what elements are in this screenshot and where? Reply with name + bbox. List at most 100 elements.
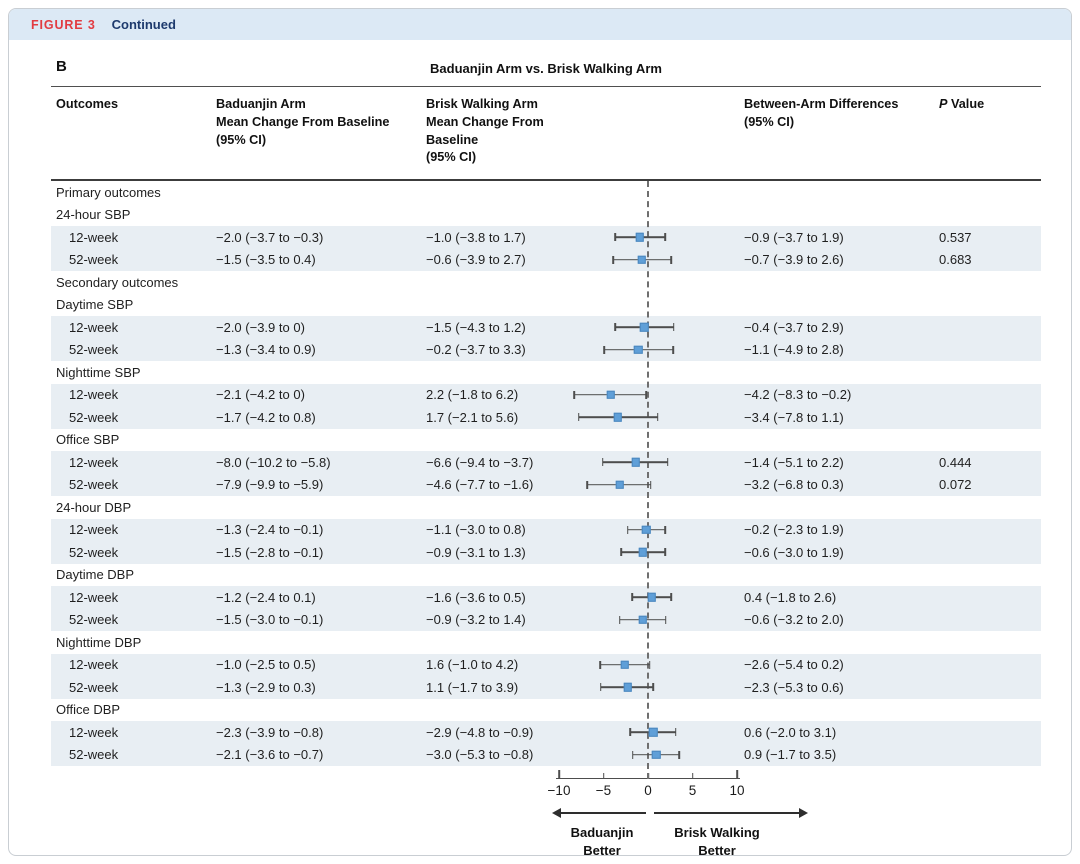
panel-title: Baduanjin Arm vs. Brisk Walking Arm [430,61,662,76]
ci-end-cap [603,345,606,354]
table-row: 12-week −1.2 (−2.4 to 0.1) −1.6 (−3.6 to 0… [51,586,1041,609]
outcome-label: 12-week [69,229,119,245]
brisk-walking-value: 1.7 (−2.1 to 5.6) [426,409,519,425]
ci-end-cap [573,390,575,399]
figure-continued-label: Continued [111,17,176,32]
baduanjin-value: −1.3 (−2.4 to −0.1) [216,522,324,538]
x-axis-tick [691,773,694,779]
between-arm-diff-value: −4.2 (−8.3 to −0.2) [744,387,852,403]
x-axis-tick-label: 5 [688,783,697,799]
brisk-walking-value: 1.1 (−1.7 to 3.9) [426,679,519,695]
outcome-label: 12-week [69,319,119,335]
panel-content: B Baduanjin Arm vs. Brisk Walking Arm Ou… [51,56,1041,855]
figure-3-panel: FIGURE 3 Continued B Baduanjin Arm vs. B… [8,8,1072,856]
brisk-walking-value: −0.2 (−3.7 to 3.3) [426,342,526,358]
baduanjin-value: −1.5 (−3.5 to 0.4) [216,252,316,268]
ci-plot-cell [559,519,744,542]
outcome-label: Nighttime DBP [56,634,142,650]
ci-end-cap [599,660,601,669]
outcome-label: Primary outcomes [56,184,161,200]
baduanjin-value: −2.1 (−4.2 to 0) [216,387,305,403]
table-row: 12-week −2.0 (−3.9 to 0) −1.5 (−4.3 to 1.2… [51,316,1041,339]
table-row: 52-week −1.3 (−2.9 to 0.3) 1.1 (−1.7 to 3.… [51,676,1041,699]
outcome-label: Office DBP [56,702,121,718]
x-axis-area: −10 −5 0 5 10 Baduanjin Better Brisk Walking… [51,766,1041,855]
ci-end-cap [631,593,633,602]
ci-end-cap [618,615,621,624]
column-header-outcomes: Outcomes [56,97,119,111]
between-arm-diff-value: −0.4 (−3.7 to 2.9) [744,319,844,335]
ci-plot-cell [559,339,744,362]
baduanjin-value: −1.3 (−2.9 to 0.3) [216,679,316,695]
table-section-row: Office DBP [51,699,1041,722]
p-value: 0.444 [939,454,972,470]
table-section-row: Primary outcomes [51,181,1041,204]
table-section-row: Office SBP [51,429,1041,452]
ci-end-cap [649,480,652,489]
table-row: 52-week −1.5 (−3.5 to 0.4) −0.6 (−3.9 to 2… [51,248,1041,272]
ci-end-cap [632,750,634,759]
brisk-walking-value: −6.6 (−9.4 to −3.7) [426,454,534,470]
baduanjin-value: −2.1 (−3.6 to −0.7) [216,747,324,763]
column-header-between-arm: Between-Arm Differences (95% CI) [744,97,899,129]
column-header-brisk-walking: Brisk Walking Arm Mean Change From Basel… [426,97,544,165]
panel-title-row: B Baduanjin Arm vs. Brisk Walking Arm [51,56,1041,86]
point-estimate-marker [613,413,622,422]
ci-plot-cell [559,316,744,339]
ci-plot-cell [559,586,744,609]
ci-end-cap [620,548,623,557]
brisk-walking-value: −1.0 (−3.8 to 1.7) [426,229,526,245]
column-header-p-value: P Value [939,97,985,111]
forest-plot-table: Primary outcomes 24-hour SBP 12-week −2.0 (… [51,181,1041,855]
table-row: 52-week −1.5 (−2.8 to −0.1) −0.9 (−3.1 to … [51,541,1041,564]
left-arrow-icon [552,808,646,819]
ci-plot-cell [559,609,744,632]
table-row: 52-week −1.7 (−4.2 to 0.8) 1.7 (−2.1 to 5.… [51,406,1041,429]
panel-letter: B [56,58,67,75]
ci-end-cap [678,750,680,759]
ci-plot-cell [559,474,744,497]
figure-number-label: FIGURE 3 [31,17,96,32]
table-body: Primary outcomes 24-hour SBP 12-week −2.0 (… [51,181,1041,767]
ci-end-cap [626,525,629,534]
baduanjin-value: −1.2 (−2.4 to 0.1) [216,589,316,605]
ci-end-cap [664,525,666,534]
x-axis-tick [602,773,605,779]
column-header-plot-spacer [559,96,744,167]
between-arm-diff-value: −1.1 (−4.9 to 2.8) [744,342,844,358]
ci-end-cap [601,458,604,467]
ci-end-cap [670,593,672,602]
ci-end-cap [645,390,648,399]
ci-plot-cell [559,654,744,677]
between-arm-diff-value: −1.4 (−5.1 to 2.2) [744,454,844,470]
title-divider-rule [51,86,1041,87]
ci-plot-cell [559,721,744,744]
p-value: 0.072 [939,477,972,493]
brisk-walking-value: −0.9 (−3.1 to 1.3) [426,544,526,560]
table-header-row: Outcomes Baduanjin Arm Mean Change From … [51,87,1041,182]
between-arm-diff-value: 0.6 (−2.0 to 3.1) [744,724,837,740]
point-estimate-marker [631,458,640,467]
outcome-label: 24-hour SBP [56,207,131,223]
between-arm-diff-value: −0.6 (−3.2 to 2.0) [744,612,844,628]
table-section-row: Secondary outcomes [51,271,1041,294]
point-estimate-marker [638,615,647,625]
outcome-label: 24-hour DBP [56,499,132,515]
brisk-walking-value: −1.1 (−3.0 to 0.8) [426,522,526,538]
column-header-baduanjin: Baduanjin Arm Mean Change From Baseline … [216,97,390,147]
ci-end-cap [614,233,616,242]
ci-end-cap [648,660,651,669]
outcome-label: 52-week [69,342,119,358]
figure-header-band: FIGURE 3 Continued [9,9,1071,40]
baduanjin-value: −1.7 (−4.2 to 0.8) [216,409,316,425]
between-arm-diff-value: −3.2 (−6.8 to 0.3) [744,477,844,493]
ci-end-cap [672,345,674,354]
x-axis-tick-label: −10 [547,783,571,799]
point-estimate-marker [649,728,658,737]
between-arm-diff-value: −3.4 (−7.8 to 1.1) [744,409,844,425]
point-estimate-marker [615,480,624,490]
outcome-label: 52-week [69,477,119,493]
between-arm-diff-value: −0.6 (−3.0 to 1.9) [744,544,844,560]
ci-end-cap [665,615,667,624]
point-estimate-marker [647,593,656,602]
